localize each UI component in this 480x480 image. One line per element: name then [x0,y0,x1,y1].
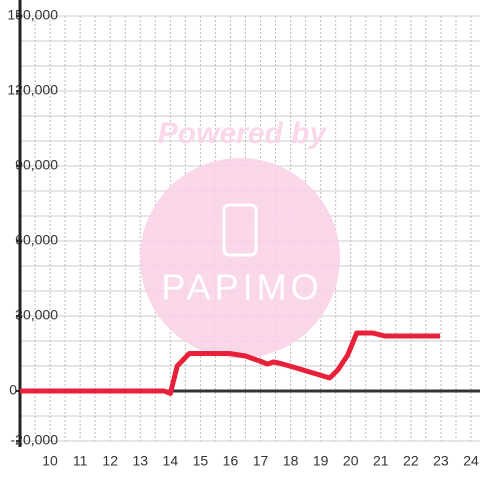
x-tick-label: 13 [132,453,148,469]
y-tick-label: 0 [9,382,17,398]
y-tick-label: 60,000 [15,232,58,248]
x-tick-label: 19 [313,453,329,469]
x-tick-label: 20 [343,453,359,469]
x-tick-label: 18 [283,453,299,469]
x-tick-label: 15 [193,453,209,469]
line [20,330,441,396]
x-tick-label: 10 [42,453,58,469]
watermark-icon [222,203,258,257]
watermark-circle [140,158,340,358]
x-tick-label: 14 [163,453,179,469]
watermark-text: Powered by [158,117,328,150]
x-tick-label: 12 [102,453,118,469]
x-tick-label: 11 [73,453,88,469]
y-tick-label: 150,000 [7,7,58,23]
watermark: Powered by PAPIMO [140,117,340,358]
y-tick-label: 120,000 [7,82,58,98]
x-tick-label: 17 [253,453,269,469]
x-tick-label: 16 [223,453,239,469]
y-tick-label: -20,000 [11,432,59,448]
watermark-logo: PAPIMO [161,267,322,308]
x-tick-label: 22 [403,453,419,469]
y-tick-label: 30,000 [15,307,58,323]
x-tick-label: 23 [433,453,449,469]
y-tick-label: 90,000 [15,157,58,173]
x-tick-label: 21 [373,453,389,469]
x-tick-label: 24 [463,453,479,469]
